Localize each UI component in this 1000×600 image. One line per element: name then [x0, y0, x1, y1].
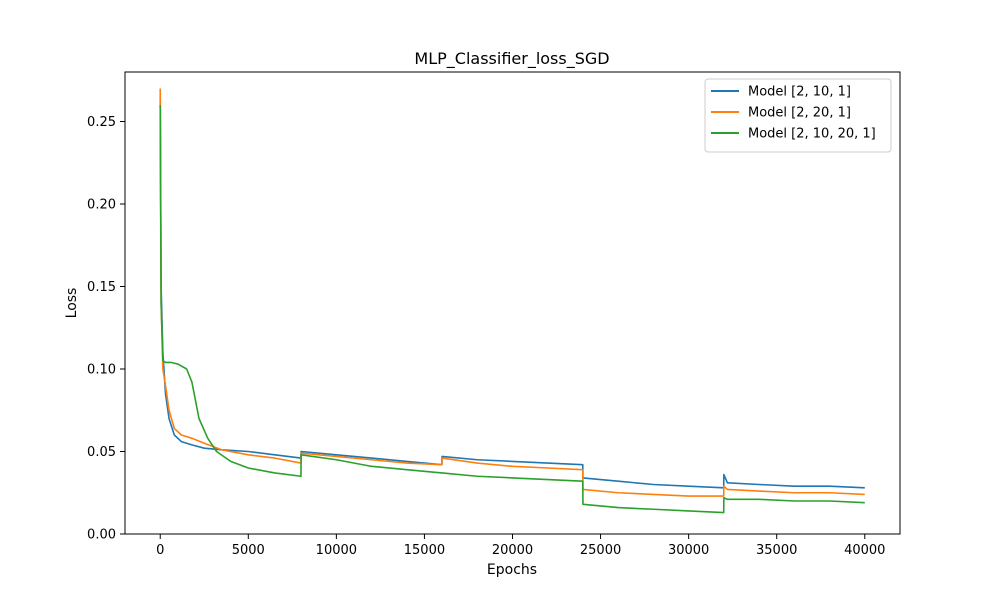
legend-box — [704, 78, 892, 153]
legend-label: Model [2, 10, 1] — [748, 85, 851, 100]
x-axis-label: Epochs — [487, 562, 537, 578]
y-axis-label: Loss — [64, 288, 80, 319]
series-line-3 — [159, 104, 865, 514]
x-tick-label: 40000 — [844, 543, 885, 558]
y-tick-label: 0.20 — [87, 198, 116, 213]
x-tick-label: 15000 — [404, 543, 445, 558]
x-tick-label: 25000 — [580, 543, 621, 558]
y-tick-label: 0.00 — [87, 528, 116, 543]
legend: Model [2, 10, 1] Model [2, 20, 1] Model [2… — [704, 78, 892, 153]
series-line-2 — [159, 88, 865, 497]
y-tick-label: 0.25 — [87, 115, 116, 130]
y-tick-label: 0.15 — [87, 280, 116, 295]
y-axis: 0.00 0.05 0.10 0.15 0.20 0.25 — [87, 115, 125, 543]
series-line-1 — [159, 96, 865, 489]
x-axis: 0 5000 10000 15000 20000 25000 30000 35000 40000 — [156, 534, 885, 558]
x-tick-label: 35000 — [756, 543, 797, 558]
y-tick-label: 0.10 — [87, 363, 116, 378]
chart-title: MLP_Classifier_loss_SGD — [414, 49, 609, 69]
x-tick-label: 30000 — [668, 543, 709, 558]
x-tick-label: 10000 — [316, 543, 357, 558]
x-tick-label: 20000 — [492, 543, 533, 558]
legend-label: Model [2, 20, 1] — [748, 106, 851, 121]
x-tick-label: 0 — [156, 543, 164, 558]
series-layer — [159, 88, 865, 514]
y-tick-label: 0.05 — [87, 445, 116, 460]
legend-label: Model [2, 10, 20, 1] — [748, 127, 876, 142]
x-tick-label: 5000 — [232, 543, 265, 558]
